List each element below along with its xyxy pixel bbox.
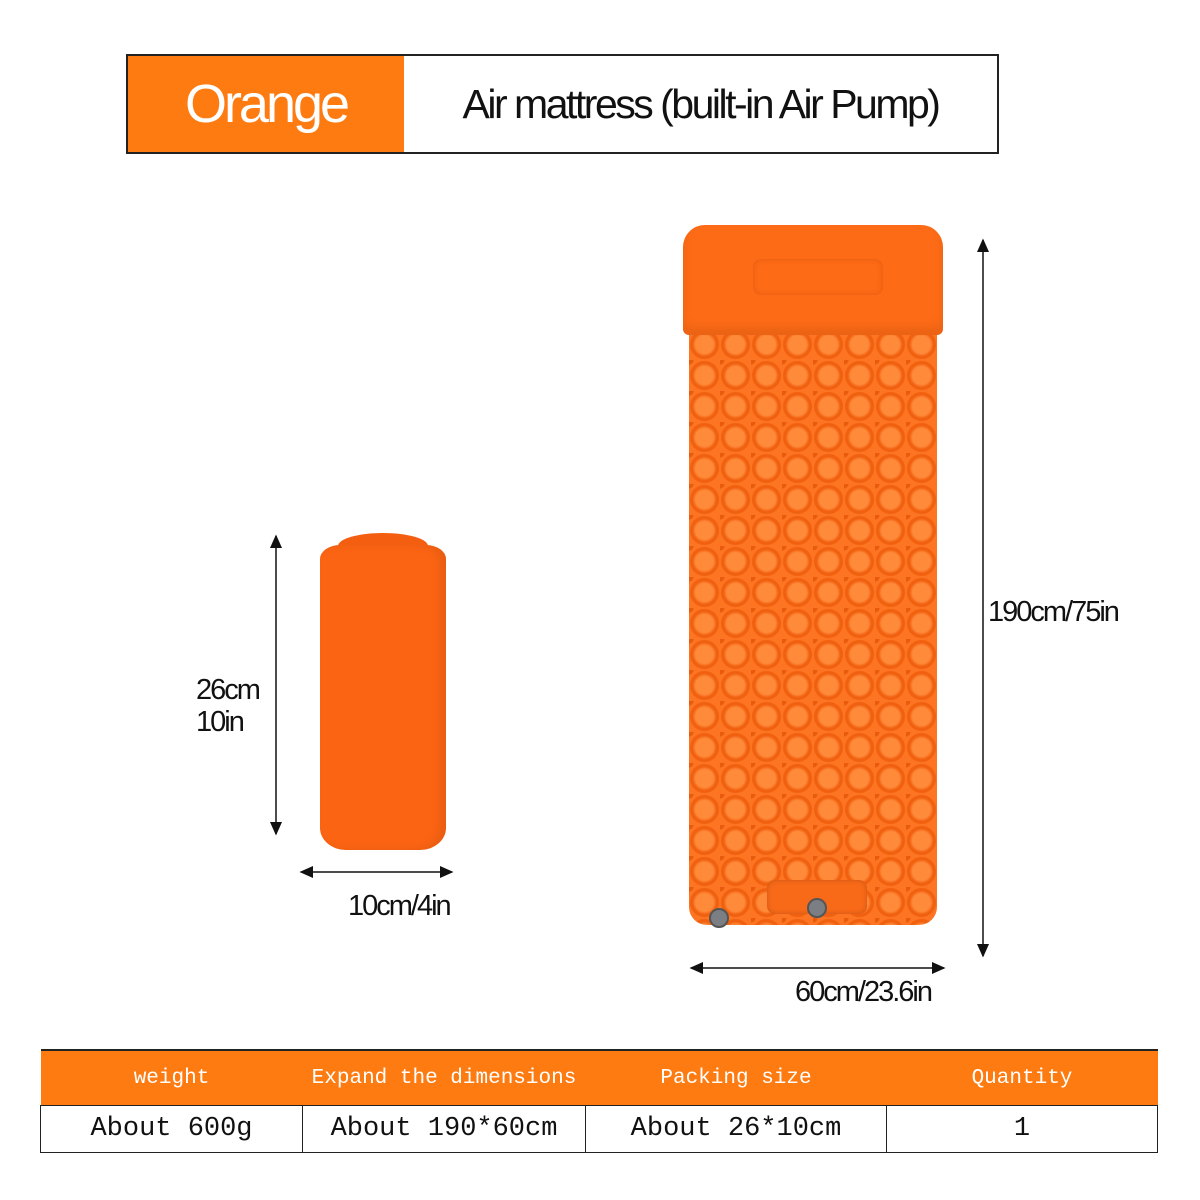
value-weight: About 600g	[40, 1105, 303, 1153]
packed-height-cm: 26cm	[196, 674, 261, 706]
header-weight: weight	[40, 1049, 303, 1106]
stuff-sack-image	[320, 545, 446, 850]
spec-table: weight Expand the dimensions Packing siz…	[40, 1049, 1158, 1153]
mattress-image	[683, 225, 943, 928]
expanded-width: 60cm/23.6in	[795, 976, 933, 1008]
header-packing: Packing size	[585, 1049, 887, 1106]
valve-icon	[709, 908, 729, 928]
spec-value-row: About 600g About 190*60cm About 26*10cm …	[40, 1105, 1158, 1153]
mattress-body	[689, 329, 937, 925]
value-packing: About 26*10cm	[585, 1105, 887, 1153]
expanded-length: 190cm/75in	[988, 596, 1120, 628]
spec-header-row: weight Expand the dimensions Packing siz…	[40, 1049, 1158, 1106]
title-banner: Orange Air mattress (built-in Air Pump)	[126, 54, 999, 154]
value-dimensions: About 190*60cm	[302, 1105, 586, 1153]
packed-height-in: 10in	[196, 706, 245, 738]
color-label: Orange	[128, 56, 404, 152]
product-name: Air mattress (built-in Air Pump)	[462, 80, 941, 127]
packed-width: 10cm/4in	[348, 890, 452, 922]
valve-icon	[807, 898, 827, 918]
header-dimensions: Expand the dimensions	[302, 1049, 586, 1106]
pillow	[683, 225, 943, 335]
value-quantity: 1	[886, 1105, 1158, 1153]
header-quantity: Quantity	[886, 1049, 1158, 1106]
